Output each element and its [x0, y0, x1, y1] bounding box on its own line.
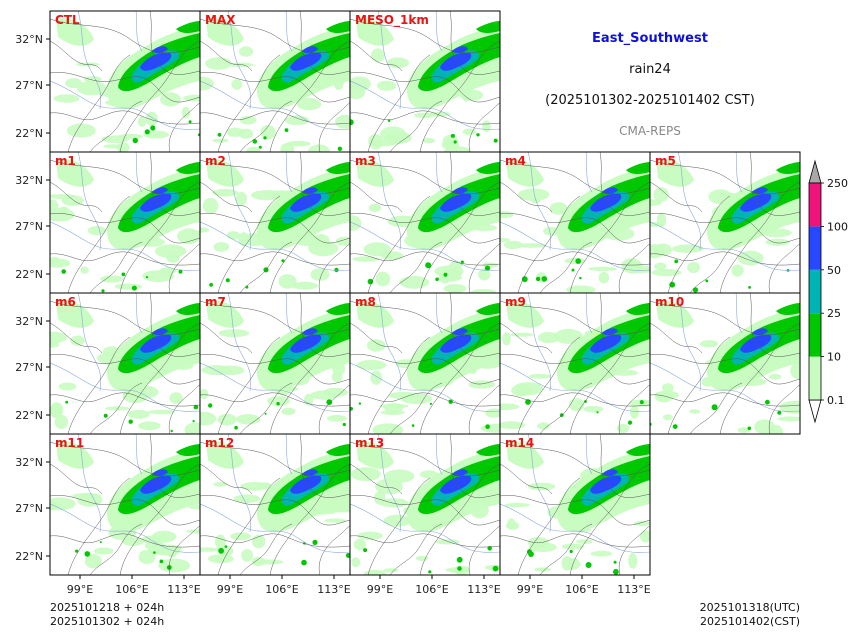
map-panel-m3: m3	[349, 151, 501, 294]
map-panel-m13: m13	[349, 433, 501, 576]
map-panel-m5: m5	[649, 151, 801, 294]
panel-label: m11	[55, 436, 84, 450]
map-panel-m10: m10	[649, 292, 801, 435]
panel-label: m4	[505, 154, 526, 168]
panel-frame	[649, 292, 801, 435]
latitude-label: 22°N	[15, 550, 43, 563]
map-panel-ctl: CTL	[49, 10, 201, 153]
colorbar-segment	[809, 226, 821, 270]
longitude-label: 99°E	[67, 583, 93, 596]
map-panel-m9: m9	[499, 292, 651, 435]
longitude-label: 99°E	[217, 583, 243, 596]
longitude-label: 113°E	[467, 583, 500, 596]
panel-label: CTL	[55, 13, 80, 27]
panel-label: m13	[355, 436, 384, 450]
footer-init-cst: 2025101302 + 024h	[50, 615, 164, 628]
region-title: East_Southwest	[592, 31, 708, 46]
latitude-tick-labels: 32°N 27°N 22°N 32°N 27°N 22°N 32°N 27°N 22°N 32°N…	[15, 33, 50, 563]
map-panel-m14: m14	[499, 433, 651, 576]
panel-label: m2	[205, 154, 226, 168]
header-block: East_Southwest rain24 (2025101302-202510…	[545, 31, 755, 138]
longitude-label: 113°E	[167, 583, 200, 596]
map-panel-m6: m6	[49, 292, 201, 435]
map-panel-m7: m7	[199, 292, 351, 435]
colorbar-level-label: 250	[827, 177, 848, 190]
latitude-label: 27°N	[15, 502, 43, 515]
colorbar-over-arrow	[808, 159, 822, 184]
colorbar-segment	[809, 313, 821, 357]
panel-label: m12	[205, 436, 234, 450]
longitude-label: 106°E	[265, 583, 298, 596]
longitude-label: 106°E	[415, 583, 448, 596]
latitude-label: 27°N	[15, 220, 43, 233]
panel-label: m8	[355, 295, 376, 309]
map-panel-m2: m2	[199, 151, 351, 294]
colorbar-segment	[809, 269, 821, 314]
map-panel-m12: m12	[199, 433, 351, 576]
longitude-label: 106°E	[565, 583, 598, 596]
footer-valid-utc: 2025101318(UTC)	[700, 601, 800, 614]
longitude-label: 99°E	[367, 583, 393, 596]
latitude-label: 27°N	[15, 361, 43, 374]
footer-init-utc: 2025101218 + 024h	[50, 601, 164, 614]
latitude-label: 27°N	[15, 79, 43, 92]
map-panel-m8: m8	[349, 292, 501, 435]
panel-label: m6	[55, 295, 76, 309]
latitude-label: 22°N	[15, 268, 43, 281]
longitude-label: 99°E	[517, 583, 543, 596]
longitude-tick-labels: 99°E 106°E 113°E 99°E 106°E 113°E 99°E 106°E 113…	[67, 575, 651, 596]
colorbar-under-arrow	[808, 399, 822, 424]
panel-label: MESO_1km	[355, 13, 429, 28]
footer-block: 2025101218 + 024h 2025101302 + 024h 2025…	[50, 601, 800, 628]
panel-grid: CTL MAX MESO_1km m1 m2 m3 m4 m5 m6 m7 m8 m9 m10 m11 m1…	[49, 10, 801, 576]
precipitation-colorbar: 0.1 10 25 50 100 250	[808, 159, 848, 424]
panel-label: MAX	[205, 13, 236, 27]
panel-label: m7	[205, 295, 226, 309]
panel-label: m10	[655, 295, 684, 309]
map-panel-max: MAX	[199, 10, 351, 153]
latitude-label: 32°N	[15, 456, 43, 469]
valid-period: (2025101302-2025101402 CST)	[545, 93, 755, 108]
panel-frame	[499, 433, 651, 576]
latitude-label: 22°N	[15, 409, 43, 422]
colorbar-segment	[809, 183, 821, 227]
latitude-label: 22°N	[15, 127, 43, 140]
panel-label: m3	[355, 154, 376, 168]
colorbar-level-label: 0.1	[827, 394, 845, 407]
colorbar-level-label: 50	[827, 264, 841, 277]
variable-name: rain24	[629, 62, 671, 77]
latitude-label: 32°N	[15, 315, 43, 328]
panel-label: m9	[505, 295, 526, 309]
colorbar-level-label: 10	[827, 351, 841, 364]
colorbar-segment	[809, 356, 821, 400]
panel-label: m14	[505, 436, 534, 450]
colorbar-level-label: 100	[827, 220, 848, 233]
panel-label: m1	[55, 154, 76, 168]
panel-label: m5	[655, 154, 676, 168]
colorbar-level-label: 25	[827, 307, 841, 320]
footer-valid-cst: 2025101402(CST)	[700, 615, 800, 628]
model-source: CMA-REPS	[619, 124, 681, 138]
latitude-label: 32°N	[15, 33, 43, 46]
longitude-label: 113°E	[317, 583, 350, 596]
longitude-label: 106°E	[115, 583, 148, 596]
longitude-label: 113°E	[617, 583, 650, 596]
map-panel-m4: m4	[499, 151, 651, 294]
map-panel-m11: m11	[49, 433, 201, 576]
latitude-label: 32°N	[15, 174, 43, 187]
map-panel-meso-1km: MESO_1km	[349, 10, 501, 153]
map-panel-m1: m1	[49, 151, 201, 294]
